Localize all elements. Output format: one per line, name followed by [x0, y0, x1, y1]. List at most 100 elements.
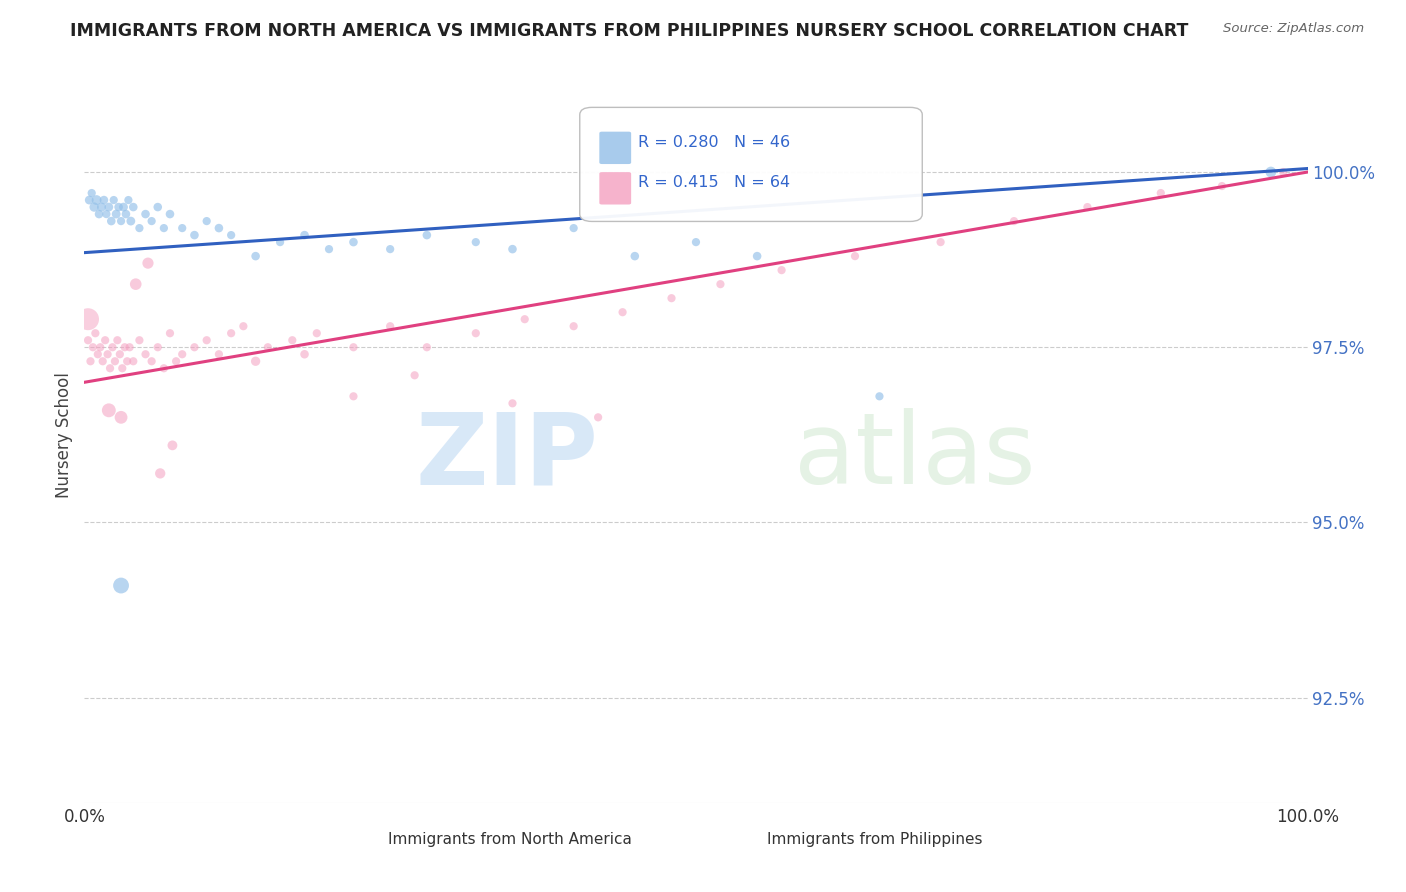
Text: R = 0.280   N = 46: R = 0.280 N = 46 — [638, 135, 790, 150]
Point — [84, 326, 107, 341]
Point — [149, 467, 172, 481]
Point — [685, 235, 707, 249]
Point — [110, 410, 132, 425]
Point — [195, 333, 218, 347]
Point — [80, 186, 103, 200]
Point — [464, 326, 486, 341]
Point — [105, 333, 128, 347]
Point — [1272, 165, 1295, 179]
Point — [380, 319, 402, 334]
Point — [122, 200, 145, 214]
FancyBboxPatch shape — [599, 132, 631, 164]
Text: Immigrants from North America: Immigrants from North America — [388, 831, 631, 847]
Point — [929, 235, 952, 249]
Point — [97, 347, 120, 361]
Point — [869, 389, 891, 403]
FancyBboxPatch shape — [352, 830, 382, 854]
Point — [135, 207, 157, 221]
Point — [128, 333, 150, 347]
Point — [294, 228, 316, 243]
Point — [1076, 200, 1098, 214]
Point — [1150, 186, 1173, 200]
Point — [464, 235, 486, 249]
Point — [122, 354, 145, 368]
Point — [342, 389, 364, 403]
Point — [153, 221, 176, 235]
Point — [153, 361, 176, 376]
Point — [1260, 165, 1282, 179]
Text: ZIP: ZIP — [415, 409, 598, 506]
Point — [770, 263, 793, 277]
Point — [118, 340, 141, 354]
Point — [305, 326, 328, 341]
Point — [136, 256, 159, 270]
Point — [111, 361, 134, 376]
Point — [115, 354, 138, 368]
Point — [146, 200, 169, 214]
Point — [562, 221, 585, 235]
Point — [87, 347, 110, 361]
Point — [87, 207, 110, 221]
Text: Immigrants from Philippines: Immigrants from Philippines — [766, 831, 983, 847]
Point — [97, 403, 120, 417]
Point — [94, 333, 117, 347]
Point — [104, 354, 127, 368]
Point — [612, 305, 634, 319]
Point — [342, 235, 364, 249]
Point — [380, 242, 402, 256]
Point — [82, 340, 104, 354]
Point — [661, 291, 683, 305]
Point — [146, 340, 169, 354]
Point — [128, 221, 150, 235]
Point — [1211, 179, 1233, 194]
Point — [110, 214, 132, 228]
Point — [135, 347, 157, 361]
Point — [195, 214, 218, 228]
Point — [162, 438, 184, 452]
Point — [79, 354, 101, 368]
Point — [101, 340, 124, 354]
Point — [219, 228, 242, 243]
Point — [159, 326, 181, 341]
Point — [107, 200, 129, 214]
Point — [624, 249, 647, 263]
Point — [208, 221, 231, 235]
Point — [1002, 214, 1025, 228]
Point — [562, 319, 585, 334]
FancyBboxPatch shape — [599, 172, 631, 204]
Point — [77, 193, 100, 207]
Point — [502, 242, 524, 256]
Point — [709, 277, 731, 292]
FancyBboxPatch shape — [579, 107, 922, 221]
Point — [141, 354, 163, 368]
Point — [97, 200, 120, 214]
Point — [98, 361, 121, 376]
Point — [103, 193, 125, 207]
Point — [269, 235, 291, 249]
Point — [232, 319, 254, 334]
Point — [416, 340, 439, 354]
Point — [108, 347, 131, 361]
Point — [318, 242, 340, 256]
Point — [183, 228, 205, 243]
Y-axis label: Nursery School: Nursery School — [55, 372, 73, 498]
Point — [281, 333, 304, 347]
Point — [125, 277, 148, 292]
Point — [294, 347, 316, 361]
Point — [257, 340, 280, 354]
Point — [513, 312, 536, 326]
Point — [416, 228, 439, 243]
Point — [586, 410, 609, 425]
Text: IMMIGRANTS FROM NORTH AMERICA VS IMMIGRANTS FROM PHILIPPINES NURSERY SCHOOL CORR: IMMIGRANTS FROM NORTH AMERICA VS IMMIGRA… — [70, 22, 1188, 40]
Point — [747, 249, 769, 263]
Point — [342, 340, 364, 354]
Point — [96, 207, 118, 221]
Point — [245, 354, 267, 368]
Text: atlas: atlas — [794, 409, 1035, 506]
Point — [112, 200, 135, 214]
Point — [77, 333, 100, 347]
Point — [245, 249, 267, 263]
Point — [502, 396, 524, 410]
Point — [219, 326, 242, 341]
Point — [183, 340, 205, 354]
